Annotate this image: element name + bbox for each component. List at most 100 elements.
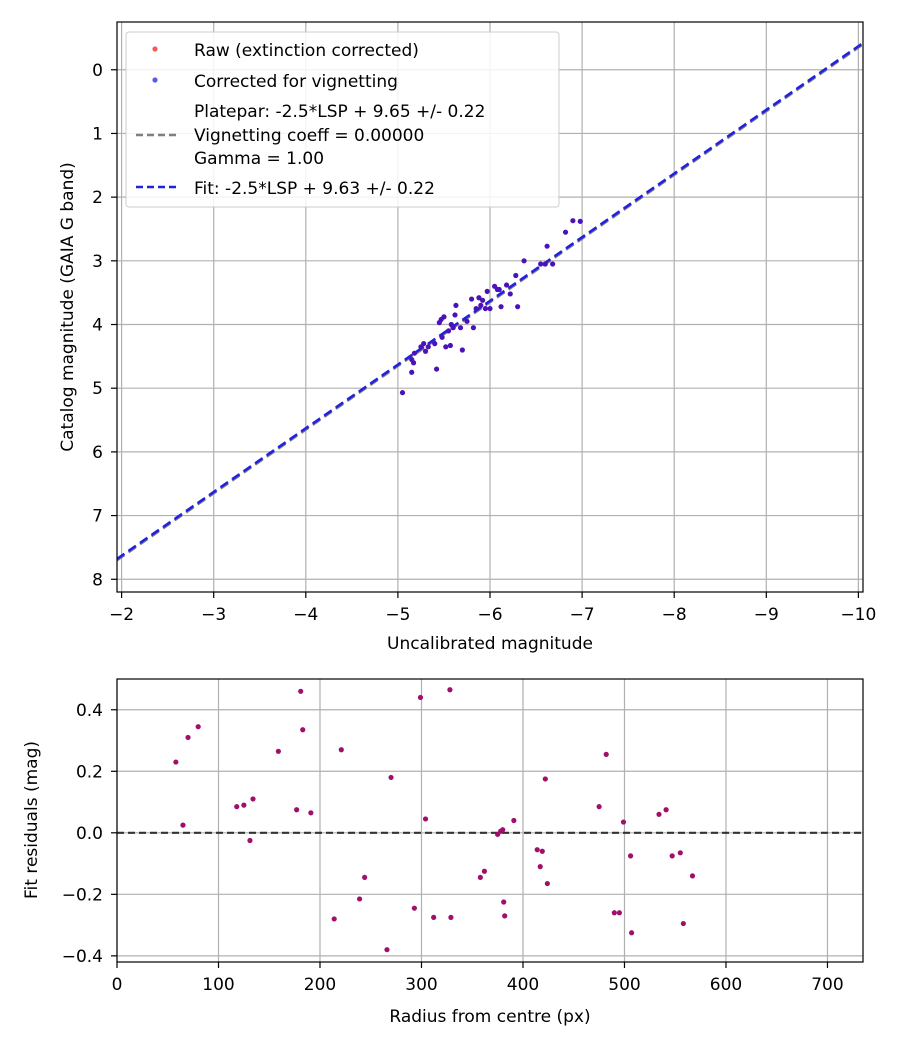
- residual-point: [241, 802, 247, 808]
- calibration-point: [457, 325, 464, 331]
- legend-vignetting-label: Vignetting coeff = 0.00000: [194, 126, 424, 146]
- calibration-fit-lines: [116, 41, 864, 562]
- residual-point: [356, 896, 363, 902]
- residual-point: [275, 748, 281, 754]
- residual-point: [677, 850, 683, 856]
- calibration-y-axis-label: Catalog magnitude (GAIA G band): [58, 162, 78, 452]
- calibration-point: [515, 304, 521, 310]
- residuals-plot: 0 100 200 300 400 500 600 700 −0.4 −0.2 0.0 0.2 0.4…: [22, 678, 864, 1027]
- residuals-x-ticks: 0 100 200 300 400 500 600 700: [112, 962, 844, 995]
- calibration-point: [482, 305, 488, 312]
- residual-point: [603, 751, 609, 757]
- residual-point: [627, 853, 634, 859]
- residual-point: [195, 724, 201, 730]
- residual-point: [663, 807, 669, 813]
- calibration-point: [513, 272, 519, 279]
- residual-point: [620, 819, 627, 825]
- calibration-point: [544, 243, 550, 249]
- residuals-plot-frame: [116, 678, 864, 963]
- residuals-x-tick-label: 100: [202, 975, 234, 995]
- calibration-x-tick-label: −2: [109, 605, 134, 625]
- calibration-point: [411, 350, 418, 356]
- residual-point: [300, 727, 306, 733]
- calibration-point: [441, 314, 447, 320]
- residuals-grid: [116, 679, 863, 962]
- calibration-point: [538, 261, 544, 267]
- calibration-point: [562, 229, 569, 235]
- residual-point: [611, 910, 617, 916]
- calibration-point: [521, 258, 527, 264]
- calibration-point: [473, 305, 479, 312]
- residuals-y-tick-label: 0.2: [76, 762, 103, 782]
- legend-box: [125, 31, 560, 208]
- legend: Raw (extinction corrected) Corrected for…: [125, 31, 560, 208]
- residuals-x-tick-label: 0: [112, 975, 123, 995]
- calibration-point: [433, 366, 440, 372]
- residual-point: [669, 853, 675, 859]
- residuals-x-tick-label: 600: [710, 975, 742, 995]
- calibration-point: [507, 291, 513, 297]
- residual-point: [537, 864, 543, 870]
- residuals-x-axis-label: Radius from centre (px): [389, 1007, 590, 1027]
- residual-point: [534, 847, 540, 853]
- calibration-point: [410, 360, 417, 366]
- residual-point: [362, 874, 368, 881]
- calibration-points: [399, 218, 583, 396]
- residual-point: [234, 804, 240, 810]
- residual-point: [384, 947, 390, 953]
- calibration-point: [452, 312, 458, 318]
- calibration-point: [464, 318, 470, 324]
- calibration-y-tick-label: 0: [92, 61, 103, 81]
- residual-point: [422, 816, 429, 822]
- calibration-x-tick-label: −4: [293, 605, 318, 625]
- calibration-point: [470, 325, 477, 331]
- residuals-y-tick-label: −0.4: [62, 947, 103, 967]
- residuals-x-tick-label: 200: [304, 975, 336, 995]
- residuals-y-tick-label: −0.2: [62, 885, 103, 905]
- calibration-point: [459, 347, 465, 353]
- calibration-point: [432, 341, 438, 347]
- residual-point: [616, 910, 623, 916]
- residual-point: [447, 687, 453, 693]
- calibration-point: [484, 288, 490, 294]
- residuals-x-tick-label: 500: [608, 975, 640, 995]
- legend-corrected-label: Corrected for vignetting: [194, 72, 398, 92]
- calibration-x-tick-label: −3: [201, 605, 226, 625]
- calibration-y-tick-label: 2: [92, 188, 103, 208]
- calibration-x-tick-label: −9: [754, 605, 779, 625]
- calibration-point: [447, 342, 453, 349]
- residual-point: [308, 810, 314, 816]
- legend-gamma-label: Gamma = 1.00: [194, 149, 324, 169]
- calibration-x-tick-label: −6: [477, 605, 502, 625]
- calibration-point: [425, 344, 431, 350]
- residual-point: [477, 874, 483, 881]
- legend-corrected-marker: [152, 77, 158, 83]
- calibration-x-axis-label: Uncalibrated magnitude: [387, 634, 593, 654]
- calibration-y-tick-label: 7: [92, 507, 103, 527]
- calibration-point: [443, 344, 449, 350]
- calibration-x-ticks: −2 −3 −4 −5 −6 −7 −8 −9 −10: [109, 592, 876, 625]
- residual-point: [656, 811, 662, 817]
- calibration-point: [422, 348, 429, 354]
- residuals-y-tick-label: 0.0: [76, 824, 103, 844]
- calibration-point: [409, 369, 415, 375]
- residual-point: [411, 905, 417, 911]
- calibration-point: [478, 302, 484, 309]
- calibration-point: [476, 295, 482, 301]
- residual-points: [173, 687, 696, 953]
- calibration-y-tick-label: 3: [92, 252, 103, 272]
- legend-raw-marker: [152, 46, 158, 52]
- calibration-point: [480, 297, 486, 303]
- calibration-plot: −2 −3 −4 −5 −6 −7 −8 −9 −10 0 1 2 3 4 5 6 7 8 Uncalibrat…: [58, 21, 876, 654]
- calibration-x-tick-label: −8: [662, 605, 687, 625]
- residual-point: [680, 920, 686, 927]
- calibration-fit-line: [116, 41, 864, 560]
- residual-point: [500, 827, 506, 833]
- calibration-point: [577, 218, 583, 224]
- calibration-point: [494, 286, 500, 293]
- residual-point: [511, 817, 517, 824]
- residuals-x-tick-label: 300: [405, 975, 437, 995]
- residual-point: [689, 873, 696, 879]
- residual-point: [173, 759, 179, 765]
